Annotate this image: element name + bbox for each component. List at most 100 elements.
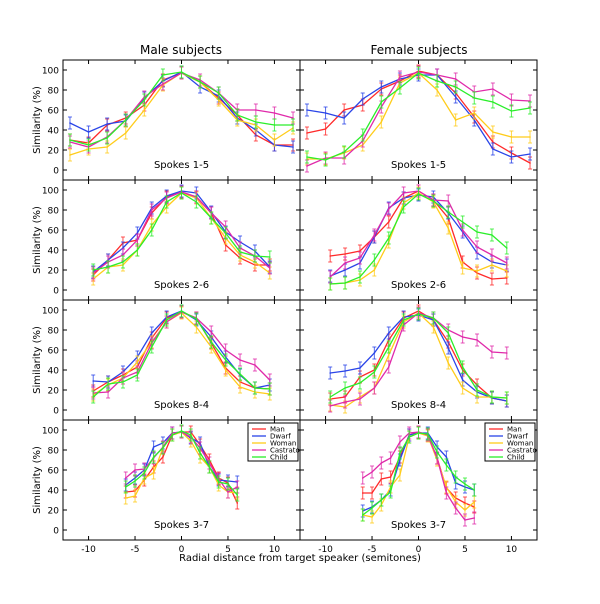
data-point xyxy=(399,474,401,476)
y-tick-label: 20 xyxy=(48,267,60,277)
series-dwarf xyxy=(328,188,509,283)
panel-7: 0 20 40 60 80 100 -10 -5 0 5 10 Similarity (%) Spoke… xyxy=(32,419,301,555)
y-tick-label: 100 xyxy=(42,427,59,437)
data-point xyxy=(464,519,466,521)
spokes-label: Spokes 8-4 xyxy=(154,400,209,411)
data-point xyxy=(150,332,153,334)
series-line xyxy=(330,190,507,280)
series-line xyxy=(330,310,507,402)
data-point xyxy=(445,456,448,458)
data-point xyxy=(224,232,227,234)
data-point xyxy=(236,486,239,488)
data-point xyxy=(373,371,376,373)
y-tick-label: 80 xyxy=(48,207,60,217)
data-point xyxy=(476,339,478,341)
data-point xyxy=(436,451,438,453)
data-point xyxy=(227,491,229,493)
data-point xyxy=(217,481,220,483)
data-point xyxy=(273,124,276,126)
spokes-label: Spokes 3-7 xyxy=(391,520,446,531)
data-point xyxy=(107,391,109,393)
series-line xyxy=(69,72,294,146)
data-point xyxy=(408,436,411,438)
x-tick-label: -5 xyxy=(131,545,140,555)
data-point xyxy=(292,117,294,119)
data-point xyxy=(402,206,405,208)
legend-label: Child xyxy=(270,454,288,462)
data-point xyxy=(361,477,364,479)
data-point xyxy=(454,476,457,478)
series-man xyxy=(67,66,296,152)
legend-label: Man xyxy=(507,426,522,434)
data-point xyxy=(324,112,327,114)
legend-label: Man xyxy=(270,426,285,434)
series-child xyxy=(91,304,272,404)
data-point xyxy=(150,346,153,348)
data-point xyxy=(402,319,405,321)
data-point xyxy=(343,117,345,119)
data-point xyxy=(461,221,464,223)
data-point xyxy=(447,211,450,213)
data-point xyxy=(387,354,390,356)
data-point xyxy=(254,387,256,389)
data-point xyxy=(461,229,464,231)
data-point xyxy=(373,352,376,354)
data-point xyxy=(399,87,401,89)
data-point xyxy=(136,232,139,234)
data-point xyxy=(447,347,450,349)
series-child xyxy=(328,307,509,405)
series-line xyxy=(69,72,294,156)
data-point xyxy=(454,78,457,80)
x-tick-label: 5 xyxy=(225,545,231,555)
data-point xyxy=(195,318,198,320)
data-point xyxy=(224,369,227,371)
data-point xyxy=(344,262,346,264)
data-point xyxy=(143,109,146,111)
y-tick-label: 60 xyxy=(48,227,60,237)
column-title-male: Male subjects xyxy=(140,43,222,57)
data-point xyxy=(529,100,531,102)
data-point xyxy=(380,86,383,88)
data-point xyxy=(473,112,476,114)
data-point xyxy=(473,517,476,519)
data-point xyxy=(445,492,448,494)
data-point xyxy=(69,122,71,124)
data-point xyxy=(505,270,508,272)
x-tick-label: 0 xyxy=(179,545,185,555)
data-point xyxy=(389,491,392,493)
data-point xyxy=(292,124,294,126)
data-point xyxy=(268,379,271,381)
data-point xyxy=(106,146,108,148)
data-point xyxy=(371,471,373,473)
data-point xyxy=(387,346,390,348)
series-child xyxy=(304,66,533,167)
data-point xyxy=(371,507,373,509)
data-point xyxy=(162,447,164,449)
data-point xyxy=(106,123,108,125)
data-point xyxy=(224,349,227,351)
series-line xyxy=(69,71,294,148)
series-child xyxy=(360,426,477,522)
data-point xyxy=(491,234,493,236)
x-tick-label: -10 xyxy=(318,545,333,555)
data-point xyxy=(461,267,464,269)
data-point xyxy=(389,476,392,478)
series-line xyxy=(306,71,531,167)
data-point xyxy=(329,372,332,374)
data-point xyxy=(199,452,201,454)
data-point xyxy=(432,200,435,202)
data-point xyxy=(371,492,373,494)
series-castrato xyxy=(91,305,272,400)
data-point xyxy=(387,237,390,239)
data-point xyxy=(92,380,95,382)
series-line xyxy=(329,194,507,277)
data-point xyxy=(136,374,139,376)
data-point xyxy=(255,109,257,111)
series-child xyxy=(67,65,296,152)
data-point xyxy=(389,457,392,459)
series-man xyxy=(91,185,272,282)
data-point xyxy=(236,114,239,116)
data-point xyxy=(491,396,493,398)
